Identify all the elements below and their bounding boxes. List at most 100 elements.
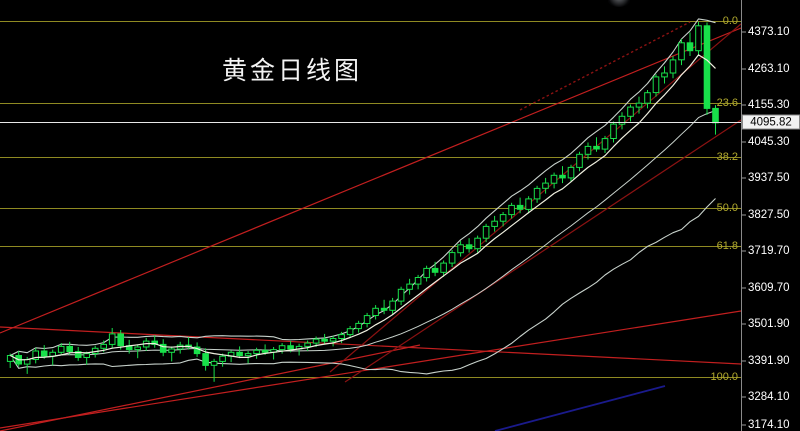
candlestick (601, 135, 609, 153)
candlestick (491, 215, 498, 232)
price-axis[interactable]: 4373.10 4263.10 4155.30 4045.30 3937.50 3827.… (741, 0, 800, 431)
price-axis-tick (742, 250, 746, 252)
price-axis-label: 3719.70 (748, 245, 790, 257)
trend-line-dotted-resistance (519, 21, 691, 111)
price-axis-label: 3609.70 (748, 282, 790, 294)
price-axis-tick (742, 214, 746, 216)
price-axis-tick (742, 141, 746, 143)
candlestick (151, 335, 158, 348)
trend-line-inner-channel-lower (344, 119, 741, 383)
trend-line-mid-support-rising (0, 344, 421, 431)
candlestick (431, 261, 439, 277)
candlestick (423, 265, 430, 282)
candlestick (389, 297, 396, 315)
price-axis-label: 4045.30 (748, 136, 790, 148)
trend-line-flat-resistance (0, 326, 741, 365)
candlestick (321, 333, 328, 345)
candlestick (57, 343, 65, 356)
candlestick (669, 56, 677, 79)
bollinger-upper-band (9, 18, 716, 356)
candlestick (686, 32, 694, 56)
candlestick (627, 104, 634, 122)
plot-background (0, 0, 741, 431)
candlestick (703, 22, 711, 115)
price-axis-tick (742, 287, 746, 289)
candlestick (372, 305, 379, 320)
trend-line-blue-support (494, 385, 666, 431)
candlestick (695, 21, 702, 56)
bollinger-middle-band (9, 110, 716, 361)
candlestick (397, 286, 405, 306)
candlestick (542, 177, 549, 194)
bollinger-bands-group (9, 18, 716, 375)
candlestick (567, 164, 575, 182)
price-axis-tick (742, 360, 746, 362)
fibonacci-label-0-0: 0.0 (722, 15, 738, 27)
price-axis-tick (742, 424, 746, 426)
price-axis-label: 3174.10 (748, 419, 790, 431)
price-axis-label: 3501.90 (748, 318, 790, 330)
candlestick (278, 343, 286, 354)
candlestick (159, 339, 167, 357)
price-axis-label: 4373.10 (748, 26, 790, 38)
price-axis-label: 3284.10 (748, 391, 790, 403)
candlestick (661, 66, 668, 84)
candlestick (253, 347, 260, 359)
candlestick (593, 137, 600, 152)
chart-plot-area[interactable]: 黄金日线图 0.0 23.6 38.2 50.0 61.8 100.0 (0, 0, 741, 431)
chart-title: 黄金日线图 (222, 56, 363, 85)
price-axis-tick (742, 104, 746, 106)
candlestick (74, 347, 82, 361)
candlestick (440, 260, 447, 277)
candlestick (618, 112, 626, 130)
candlestick (652, 74, 660, 97)
candlestick (457, 240, 464, 257)
fibonacci-label-23-6: 23.6 (716, 97, 738, 109)
candlestick (117, 330, 125, 350)
price-axis-tick (742, 68, 746, 70)
fibonacci-label-38-2: 38.2 (716, 151, 738, 163)
current-price-tag[interactable]: 4095.82 (742, 114, 800, 130)
candlestick (32, 347, 40, 364)
fibonacci-label-61-8: 61.8 (716, 240, 738, 252)
candlestick (482, 223, 490, 243)
price-axis-tick (742, 396, 746, 398)
moving-average-line (9, 54, 716, 361)
candlestick (338, 331, 345, 344)
candlestick (610, 121, 617, 143)
candlestick (576, 151, 583, 172)
price-axis-label: 4263.10 (748, 63, 790, 75)
candlestick (474, 235, 481, 253)
candlestick (516, 197, 524, 214)
price-axis-tick (742, 323, 746, 325)
candlestick (499, 212, 507, 227)
candlestick (346, 326, 354, 338)
candlestick (406, 278, 413, 295)
candlestick (134, 344, 141, 359)
candlestick (508, 202, 515, 219)
candlestick (304, 340, 311, 351)
candlesticks-group (6, 21, 719, 382)
price-axis-label: 4155.30 (748, 99, 790, 111)
moving-average-group (9, 54, 716, 361)
candlestick (210, 358, 218, 382)
bollinger-lower-band (9, 198, 716, 375)
fibonacci-lines-group (0, 21, 741, 378)
candlestick (355, 320, 362, 333)
fibonacci-label-100-0: 100.0 (710, 371, 738, 383)
candlestick (414, 274, 422, 290)
price-axis-tick (742, 31, 746, 33)
candlestick (550, 172, 558, 189)
candlestick (559, 166, 566, 184)
candlestick (380, 299, 388, 315)
candlestick (363, 312, 371, 328)
candlestick (329, 335, 337, 347)
chart-canvas (0, 0, 741, 431)
candlestick (83, 351, 91, 365)
candlestick (40, 345, 48, 359)
price-axis-label: 3827.50 (748, 209, 790, 221)
price-axis-label: 3391.90 (748, 355, 790, 367)
candlestick (644, 90, 651, 109)
candlestick (168, 346, 175, 362)
